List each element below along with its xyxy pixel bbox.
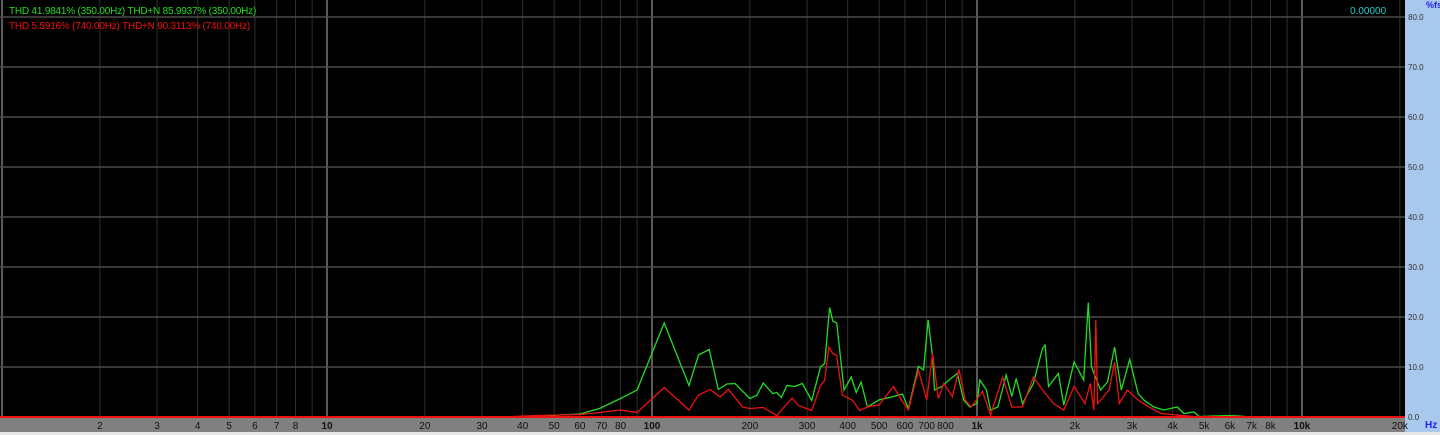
y-tick-label: 10.0: [1408, 363, 1424, 372]
y-tick-label: 30.0: [1408, 263, 1424, 272]
plot-area: [0, 0, 1405, 418]
x-tick-label: 700: [918, 421, 935, 432]
y-tick-labels: 80.0 70.0 60.0 50.0 40.0 30.0 20.0 10.0 0.0: [1408, 13, 1424, 422]
x-tick-label: 4k: [1167, 421, 1179, 432]
legend-series-red: THD 5.5916% (740.00Hz) THD+N 90.3113% (7…: [9, 21, 250, 32]
series-line-1: [2, 319, 1400, 418]
x-tick-label: 20k: [1392, 421, 1409, 432]
x-tick-label: 10k: [1294, 421, 1311, 432]
x-tick-label: 30: [477, 421, 489, 432]
y-tick-label: 0.0: [1408, 413, 1420, 422]
x-tick-label: 6: [252, 421, 258, 432]
x-tick-label: 800: [937, 421, 954, 432]
x-tick-label: 60: [574, 421, 586, 432]
x-tick-label: 2: [97, 421, 103, 432]
x-tick-label: 50: [549, 421, 561, 432]
y-tick-label: 70.0: [1408, 63, 1424, 72]
x-tick-label: 3k: [1127, 421, 1139, 432]
y-axis-unit: %fs: [1426, 0, 1440, 10]
x-tick-label: 6k: [1225, 421, 1237, 432]
y-axis-panel: [1405, 0, 1440, 432]
x-tick-label: 8k: [1265, 421, 1277, 432]
x-tick-label: 400: [839, 421, 856, 432]
x-tick-label: 7k: [1246, 421, 1258, 432]
legend-series-green: THD 41.9841% (350.00Hz) THD+N 85.9937% (…: [9, 6, 257, 17]
y-tick-label: 80.0: [1408, 13, 1424, 22]
grid: [0, 0, 1405, 418]
x-tick-label: 4: [195, 421, 201, 432]
x-tick-label: 300: [799, 421, 816, 432]
x-tick-label: 80: [615, 421, 627, 432]
x-tick-label: 70: [596, 421, 608, 432]
y-tick-label: 60.0: [1408, 113, 1424, 122]
x-tick-label: 40: [517, 421, 529, 432]
x-tick-label: 8: [293, 421, 299, 432]
series-group: [2, 302, 1400, 418]
x-axis-unit: Hz: [1425, 420, 1438, 431]
x-tick-label: 2k: [1070, 421, 1082, 432]
x-tick-label: 3: [154, 421, 160, 432]
x-tick-label: 100: [644, 421, 661, 432]
x-tick-label: 20: [419, 421, 431, 432]
x-tick-label: 600: [897, 421, 914, 432]
x-tick-label: 5: [226, 421, 232, 432]
y-tick-label: 40.0: [1408, 213, 1424, 222]
y-tick-label: 50.0: [1408, 163, 1424, 172]
x-tick-labels: 2 3 4 5 6 7 8 10 20 30 40 50 60 70 80 100 200 300 400 500 60…: [97, 421, 1409, 432]
y-tick-label: 20.0: [1408, 313, 1424, 322]
x-tick-label: 200: [741, 421, 758, 432]
x-tick-label: 5k: [1199, 421, 1211, 432]
x-axis-panel: [0, 418, 1405, 432]
x-tick-label: 500: [871, 421, 888, 432]
x-tick-label: 1k: [971, 421, 983, 432]
x-tick-label: 7: [274, 421, 280, 432]
bottom-strip: [0, 432, 1440, 435]
x-tick-label: 10: [321, 421, 333, 432]
cursor-readout: 0.00000: [1350, 6, 1387, 17]
